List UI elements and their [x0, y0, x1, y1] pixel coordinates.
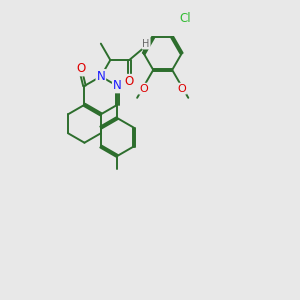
Text: Cl: Cl: [179, 12, 191, 25]
Text: N: N: [97, 70, 105, 83]
Text: N: N: [113, 80, 122, 92]
Text: O: O: [76, 62, 85, 75]
Text: O: O: [139, 84, 148, 94]
Text: O: O: [177, 84, 186, 94]
Text: O: O: [124, 75, 134, 88]
Text: H: H: [142, 39, 150, 49]
